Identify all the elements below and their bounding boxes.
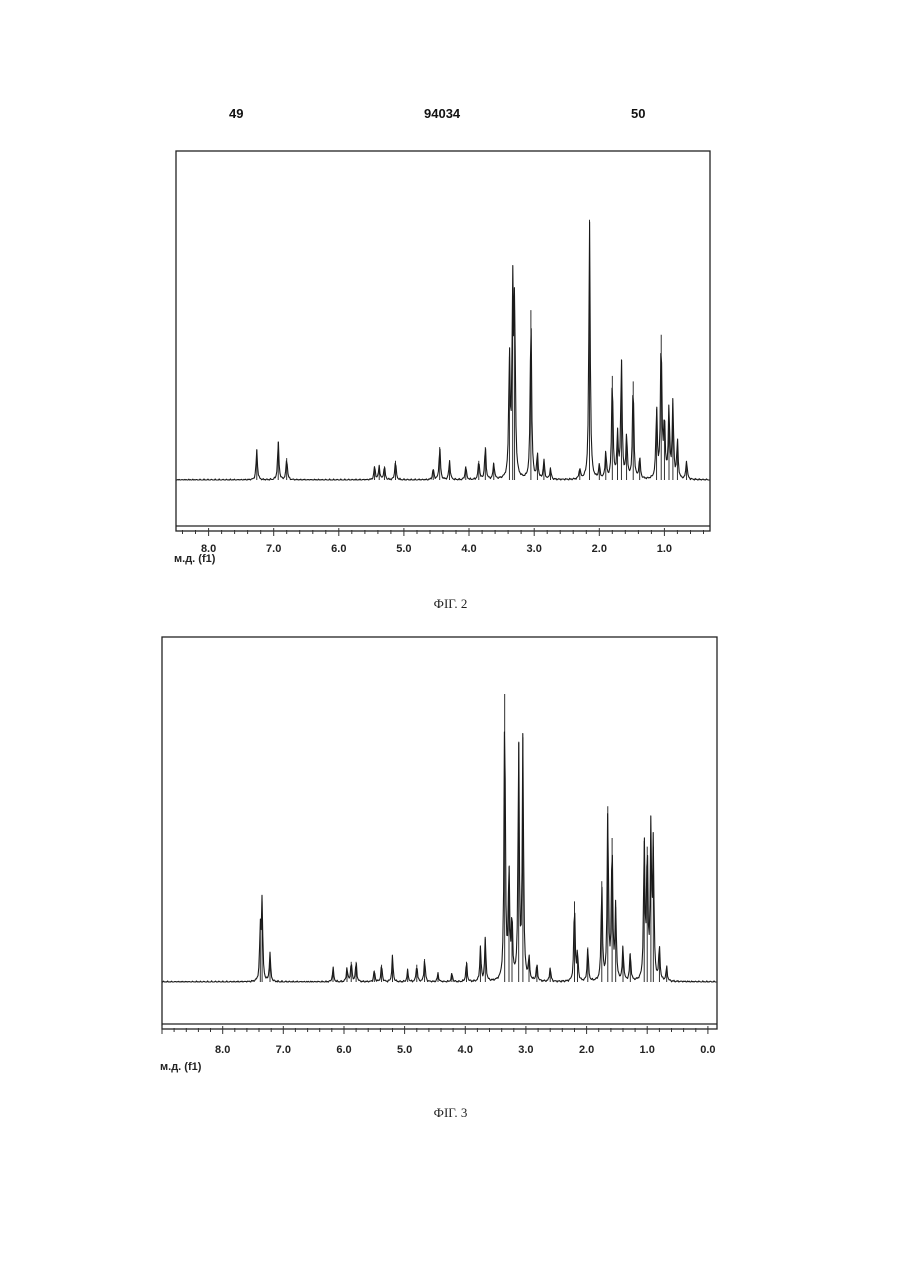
spectrum-trace bbox=[176, 220, 710, 480]
x-tick-label: 7.0 bbox=[266, 543, 281, 555]
x-tick-label: 5.0 bbox=[397, 1044, 412, 1056]
x-tick-label: 2.0 bbox=[592, 543, 607, 555]
page-number-left: 49 bbox=[229, 106, 243, 121]
figure-caption-3: ФІГ. 3 bbox=[0, 1105, 901, 1121]
figure-caption-2: ФІГ. 2 bbox=[0, 596, 901, 612]
x-tick-label: 8.0 bbox=[215, 1044, 230, 1056]
patent-number: 94034 bbox=[424, 106, 460, 121]
nmr-spectrum-fig2: 8.07.06.05.04.03.02.01.0 м.д. (f1) bbox=[0, 148, 901, 578]
x-tick-label: 4.0 bbox=[461, 543, 476, 555]
spectrum-line bbox=[176, 222, 710, 480]
x-tick-label: 3.0 bbox=[518, 1044, 533, 1056]
x-axis-ticks: 8.07.06.05.04.03.02.01.0 bbox=[183, 528, 704, 555]
x-axis-label: м.д. (f1) bbox=[174, 553, 216, 565]
spectrum-line bbox=[162, 732, 716, 982]
x-tick-label: 7.0 bbox=[276, 1044, 291, 1056]
spectrum-trace bbox=[162, 694, 716, 982]
x-tick-label: 6.0 bbox=[336, 1044, 351, 1056]
x-axis-ticks: 8.0 7.0 6.0 5.0 4.0 3.0 2.0 1.0 0.0 bbox=[162, 1026, 716, 1056]
nmr-spectrum-fig3: 8.0 7.0 6.0 5.0 4.0 3.0 2.0 1.0 0.0 м.д. (f1) bbox=[0, 634, 901, 1074]
plot-frame bbox=[162, 637, 717, 1029]
x-tick-label: 6.0 bbox=[331, 543, 346, 555]
x-tick-label: 2.0 bbox=[579, 1044, 594, 1056]
x-tick-label: 4.0 bbox=[458, 1044, 473, 1056]
x-tick-label: 1.0 bbox=[640, 1044, 655, 1056]
x-tick-label: 0.0 bbox=[700, 1044, 715, 1056]
x-tick-label: 1.0 bbox=[657, 543, 672, 555]
x-axis-label: м.д. (f1) bbox=[160, 1061, 202, 1073]
plot-frame bbox=[176, 151, 710, 531]
x-tick-label: 5.0 bbox=[396, 543, 411, 555]
page-number-right: 50 bbox=[631, 106, 645, 121]
x-tick-label: 3.0 bbox=[527, 543, 542, 555]
